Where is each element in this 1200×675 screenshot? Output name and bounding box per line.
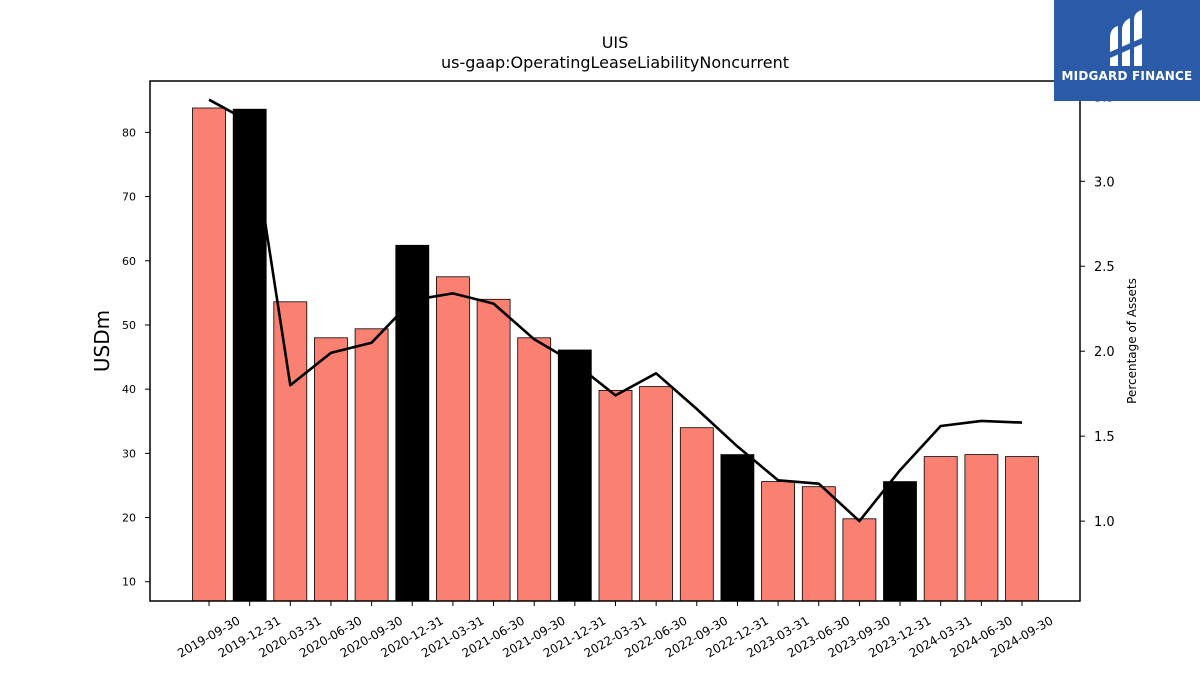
bar-2024-03-31	[923, 456, 958, 602]
bar-2024-09-30	[1005, 456, 1039, 602]
y2-axis-label: Percentage of Assets	[1125, 278, 1139, 404]
bar-2019-12-31	[232, 108, 267, 602]
percentage-line	[208, 98, 1023, 523]
bar-2019-09-30	[192, 107, 226, 602]
logo-text: MIDGARD FINANCE	[1061, 69, 1193, 83]
bar-2022-12-31	[720, 454, 755, 602]
y2-tick-label: 2.0	[1094, 345, 1115, 360]
bar-2022-09-30	[679, 427, 714, 602]
bar-2022-03-31	[598, 389, 633, 602]
bar-2021-06-30	[476, 298, 511, 602]
bar-2020-09-30	[354, 328, 389, 602]
y-tick-label: 30	[122, 447, 136, 460]
bar-2024-06-30	[964, 454, 999, 602]
company-logo: MIDGARD FINANCE	[1054, 0, 1200, 101]
bar-2020-12-31	[395, 244, 430, 602]
bar-2021-03-31	[435, 276, 470, 602]
chart-title: UIS	[602, 33, 629, 52]
bar-2022-06-30	[639, 386, 673, 602]
y2-tick-label: 2.5	[1094, 260, 1115, 275]
bars-group	[192, 107, 1039, 602]
y2-tick-label: 1.0	[1094, 515, 1115, 530]
y-tick-label: 50	[122, 319, 136, 332]
bar-2023-12-31	[883, 481, 917, 602]
bar-2023-03-31	[761, 481, 795, 602]
y-tick-label: 40	[122, 383, 136, 396]
y-tick-label: 20	[122, 512, 136, 525]
logo-mark-icon	[1110, 10, 1142, 66]
y-tick-label: 60	[122, 255, 136, 268]
y-tick-label: 10	[122, 576, 136, 589]
bar-2020-03-31	[273, 301, 308, 602]
bar-2021-12-31	[557, 349, 592, 602]
y-tick-label: 70	[122, 191, 136, 204]
chart-subtitle: us-gaap:OperatingLeaseLiabilityNoncurren…	[441, 53, 789, 72]
left-axis: 10 20 30 40 50 60 70 80	[122, 126, 150, 589]
right-axis: 1.01.52.02.53.03.5	[1080, 90, 1115, 530]
y-tick-label: 80	[122, 126, 136, 139]
y-axis-label: USDm	[90, 310, 114, 372]
bar-2021-09-30	[517, 337, 552, 602]
y2-tick-label: 1.5	[1094, 430, 1115, 445]
bar-2020-06-30	[313, 337, 348, 602]
y2-tick-label: 3.0	[1094, 175, 1115, 190]
bar-2023-09-30	[842, 518, 877, 602]
x-axis: 2019-09-302019-12-312020-03-312020-06-30…	[175, 601, 1056, 660]
bar-2023-06-30	[801, 486, 836, 602]
line-group	[208, 98, 1023, 523]
